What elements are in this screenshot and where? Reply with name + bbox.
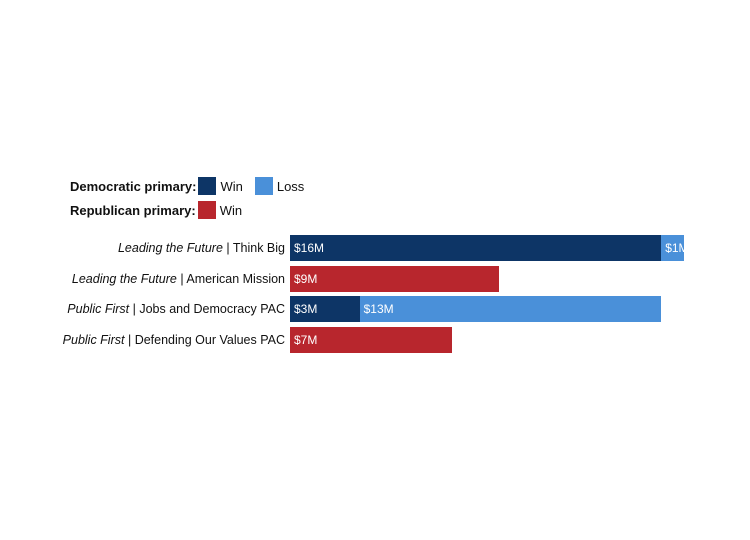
bar-data-label: $16M [294, 241, 325, 255]
legend-label-dem-loss: Loss [276, 178, 305, 194]
row-label-separator: | [176, 271, 187, 286]
bar-data-label: $13M [363, 302, 394, 316]
legend-item-rep-win: Win [197, 201, 243, 219]
bar-segment: $13M [359, 296, 662, 322]
row-label: Leading the Future | Think Big [118, 240, 285, 256]
row-label: Public First | Defending Our Values PAC [63, 332, 285, 348]
row-label-pac: Jobs and Democracy PAC [139, 302, 285, 316]
bar-segment: $9M [290, 265, 499, 292]
row-label-org: Leading the Future [71, 271, 177, 286]
bar-data-label: $1M [665, 241, 685, 255]
row-label-pac: American Mission [186, 271, 285, 286]
legend-swatch-rep-win [197, 201, 216, 219]
row-label-org: Public First [62, 332, 125, 347]
legend: Democratic primary: Win Loss Republican … [70, 174, 316, 222]
legend-label-dem-win: Win [220, 178, 243, 194]
legend-swatch-dem-win [198, 177, 217, 195]
legend-republican: Republican primary: Win [70, 198, 316, 222]
row-label-separator: | [222, 241, 233, 255]
legend-label-rep-win: Win [219, 202, 243, 218]
bar-data-label: $9M [294, 271, 318, 286]
bar-data-label: $3M [294, 302, 318, 316]
legend-item-dem-win: Win [198, 177, 243, 195]
bar-segment: $1M [661, 235, 685, 261]
row-label-org: Public First [67, 302, 130, 316]
legend-swatch-dem-loss [254, 177, 273, 195]
row-label-separator: | [129, 302, 140, 316]
row-label-pac: Think Big [232, 241, 285, 255]
row-label-org: Leading the Future [117, 241, 223, 255]
legend-democratic: Democratic primary: Win Loss [70, 174, 316, 198]
bar-segment: $3M [290, 296, 360, 322]
legend-republican-title: Republican primary: [70, 202, 196, 218]
legend-item-dem-loss: Loss [254, 177, 305, 195]
bar-segment: $7M [290, 326, 453, 353]
row-label: Leading the Future | American Mission [72, 271, 285, 287]
row-label-pac: Defending Our Values PAC [134, 332, 285, 347]
row-label-separator: | [124, 332, 135, 347]
bar-segment: $16M [290, 235, 662, 261]
bar-data-label: $7M [294, 332, 318, 347]
row-label: Public First | Jobs and Democracy PAC [67, 301, 285, 317]
legend-democratic-title: Democratic primary: [70, 178, 197, 194]
